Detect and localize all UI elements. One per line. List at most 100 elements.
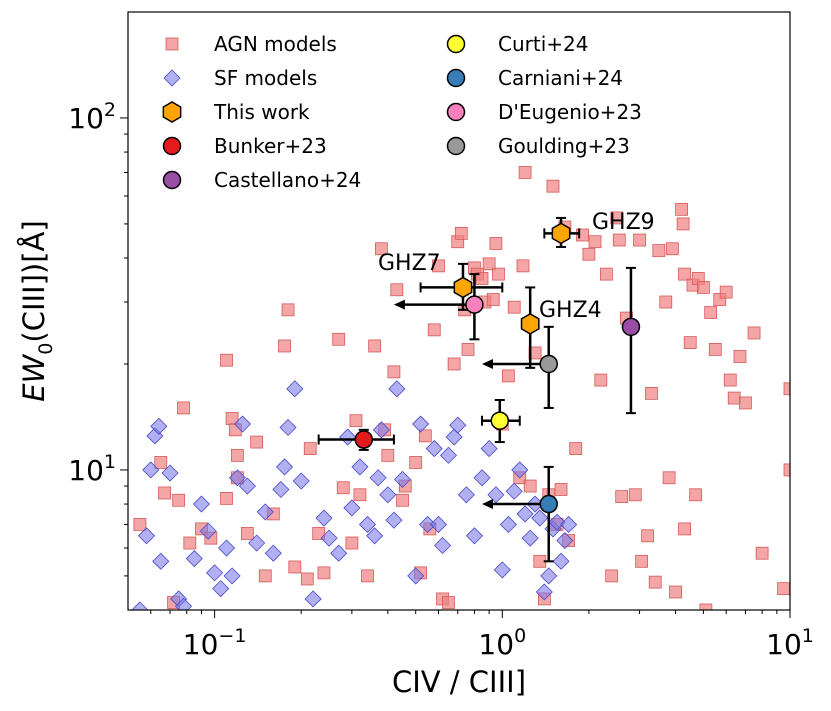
sf-model-point [385,511,403,529]
agn-model-point [747,326,761,340]
sf-model-point [330,544,348,562]
y-axis-label: EW0(CIII])[Å] [17,220,57,401]
sf-model-point [379,486,397,504]
agn-model-point [612,233,626,247]
sf-model-point [473,469,491,487]
agn-model-point [546,179,560,193]
agn-model-point [230,448,244,462]
agn-model-point [594,373,608,387]
agn-model-point [447,357,461,371]
agn-model-point [312,527,326,540]
legend-this-work-label: This work [213,100,310,124]
agn-model-point [599,267,613,281]
agn-model-point [518,166,532,179]
agn-model-point [332,332,346,346]
agn-model-point [154,456,168,469]
agn-model-point [177,401,190,415]
sf-model-point [343,499,361,517]
agn-model-point [645,386,658,400]
agn-model-point [288,560,302,574]
sf-model-point [535,583,553,601]
agn-model-point [648,575,662,589]
agn-model-point [633,233,646,247]
axes-ticks: 10−1 100 101 101 102 [68,99,814,661]
sf-model-point [304,590,322,608]
agn-model-point [461,343,475,356]
legend-goulding-23-label: Goulding+23 [498,134,630,158]
sf-model-point [493,561,511,579]
agn-model-point [432,259,445,273]
sf-model-point [499,515,517,534]
agn-model-point [689,488,703,502]
legend-this-work-marker [162,101,182,123]
sf-model-point [480,440,498,458]
lit-point-d-eugenio-23 [465,295,484,314]
agn-model-point [220,492,233,505]
sf-model-point [372,421,390,439]
agn-model-point [783,463,790,477]
agn-model-point [507,300,521,314]
sf-model-point [412,415,430,433]
sf-model-point [320,529,338,547]
annotation-ghz4: GHZ4 [539,298,602,323]
sf-model-point [425,440,443,458]
agn-model-point [652,244,666,257]
agn-model-point [755,546,769,560]
agn-model-point [475,272,489,285]
agn-model-point [683,336,697,350]
agn-model-point [396,493,409,507]
sf-model-point [407,567,425,585]
this-work-point-ghz9 [551,222,571,245]
sf-model-point [465,527,483,545]
agn-model-point [361,569,374,583]
agn-model-point [368,339,382,353]
agn-model-point [381,448,395,462]
agn-model-point [300,572,314,586]
agn-model-point [353,488,367,502]
this-work-point-ghz7 [453,276,473,299]
lit-goulding-23-arrowhead [481,358,493,369]
agn-model-point [669,585,682,599]
y-tick-label: 102 [68,99,116,135]
sf-model-point [292,472,310,490]
agn-model-point [615,490,629,503]
lit-d-eugenio-23-arrowhead [393,299,405,310]
lit-point-curti-24 [490,411,510,430]
legend-goulding-23-marker [446,136,466,156]
plot-frame [127,11,791,611]
agn-model-point [662,471,676,485]
lit-point-bunker-23 [354,430,374,449]
sf-model-point [279,418,297,437]
sf-model-point [548,513,566,531]
agn-model-point [250,435,264,449]
sf-model-point [511,461,529,479]
y-tick-label: 101 [68,451,116,487]
annotations-layer: GHZ9 GHZ7 GHZ4 [378,210,655,323]
agn-model-point [582,247,596,261]
agn-model-point [628,488,642,502]
agn-model-point [482,257,496,271]
sf-model-point [174,597,193,610]
lit-point-goulding-23 [539,354,558,374]
sf-model-point [457,486,475,504]
sf-model-point [248,534,266,552]
agn-model-point [676,217,690,231]
observations-layer [354,222,641,514]
agn-model-point [492,267,505,281]
agn-model-point [641,529,655,543]
legend-bunker-23-marker [162,136,182,156]
agn-model-point [605,569,619,583]
sf-model-point [358,515,377,534]
annotation-ghz9: GHZ9 [592,210,655,235]
agn-model-point [675,202,689,216]
agn-model-point [258,569,272,583]
legend-d-eugenio-23-label: D'Eugenio+23 [498,100,642,124]
sf-model-point [275,458,294,476]
agn-model-point [733,350,747,363]
agn-model-point [501,369,515,383]
agn-model-point [635,554,649,568]
sf-model-point [131,601,149,610]
lit-point-castellano-24 [621,317,641,337]
agn-model-point [783,382,790,396]
